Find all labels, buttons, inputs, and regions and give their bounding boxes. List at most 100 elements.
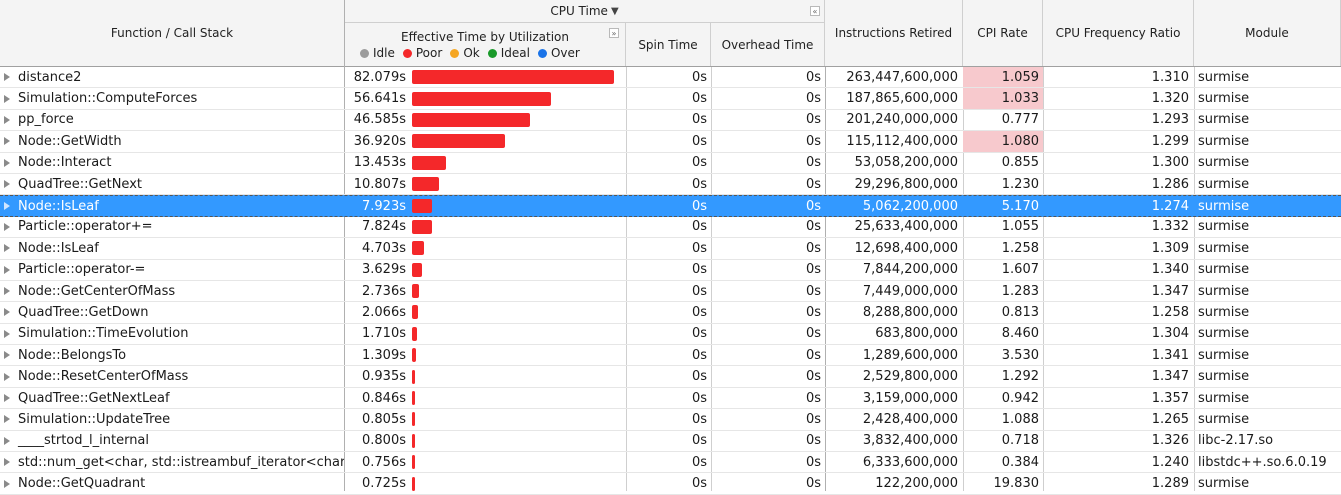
expand-arrow-icon[interactable] bbox=[4, 351, 10, 360]
header-effective-time[interactable]: Effective Time by Utilization » bbox=[345, 23, 626, 67]
function-cell[interactable]: Node::GetCenterOfMass bbox=[0, 281, 344, 301]
table-row[interactable]: Node::GetCenterOfMass 2.736s 0s 0s 7,449… bbox=[0, 281, 1341, 303]
overhead-time-cell: 0s bbox=[805, 219, 821, 235]
function-cell[interactable]: Node::BelongsTo bbox=[0, 345, 344, 365]
module-cell: surmise bbox=[1198, 304, 1250, 320]
utilization-bar bbox=[412, 262, 422, 277]
expand-arrow-icon[interactable] bbox=[4, 94, 10, 103]
table-row[interactable]: Simulation::UpdateTree 0.805s 0s 0s 2,42… bbox=[0, 409, 1341, 431]
header-cpi-rate[interactable]: CPI Rate bbox=[963, 0, 1043, 67]
table-row[interactable]: QuadTree::GetNext 10.807s 0s 0s 29,296,8… bbox=[0, 174, 1341, 196]
expand-arrow-icon[interactable] bbox=[4, 137, 10, 146]
table-row[interactable]: Node::GetQuadrant 0.725s 0s 0s 122,200,0… bbox=[0, 473, 1341, 495]
expand-arrow-icon[interactable] bbox=[4, 329, 10, 338]
cpi-rate-cell: 1.607 bbox=[1001, 262, 1039, 278]
table-row[interactable]: Node::IsLeaf 4.703s 0s 0s 12,698,400,000… bbox=[0, 238, 1341, 260]
spin-time-cell: 0s bbox=[691, 262, 707, 278]
function-cell[interactable]: QuadTree::GetNextLeaf bbox=[0, 388, 344, 408]
function-cell[interactable]: Node::ResetCenterOfMass bbox=[0, 366, 344, 386]
expand-arrow-icon[interactable] bbox=[4, 372, 10, 381]
expand-arrow-icon[interactable] bbox=[4, 158, 10, 167]
expand-arrow-icon[interactable] bbox=[4, 115, 10, 124]
table-row[interactable]: ____strtod_l_internal 0.800s 0s 0s 3,832… bbox=[0, 431, 1341, 453]
module-cell: surmise bbox=[1198, 476, 1250, 492]
table-row[interactable]: Node::Interact 13.453s 0s 0s 53,058,200,… bbox=[0, 153, 1341, 174]
expand-arrow-icon[interactable] bbox=[4, 394, 10, 403]
utilization-bar-cell bbox=[412, 196, 626, 215]
function-cell[interactable]: Particle::operator+= bbox=[0, 217, 344, 237]
table-row[interactable]: Simulation::TimeEvolution 1.710s 0s 0s 6… bbox=[0, 324, 1341, 346]
expand-arrow-icon[interactable] bbox=[4, 73, 10, 82]
table-row[interactable]: QuadTree::GetDown 2.066s 0s 0s 8,288,800… bbox=[0, 302, 1341, 324]
function-cell[interactable]: Simulation::ComputeForces bbox=[0, 88, 344, 108]
collapse-column-group-icon[interactable]: « bbox=[810, 6, 820, 16]
table-row[interactable]: Particle::operator+= 7.824s 0s 0s 25,633… bbox=[0, 217, 1341, 239]
function-cell[interactable]: pp_force bbox=[0, 110, 344, 130]
cpi-rate-cell: 1.059 bbox=[963, 67, 1043, 88]
function-cell[interactable]: Simulation::UpdateTree bbox=[0, 409, 344, 429]
expand-arrow-icon[interactable] bbox=[4, 436, 10, 445]
instructions-retired-cell: 683,800,000 bbox=[875, 326, 958, 342]
header-cpu-frequency-ratio-label: CPU Frequency Ratio bbox=[1055, 26, 1181, 40]
function-cell[interactable]: Node::Interact bbox=[0, 153, 344, 173]
table-row[interactable]: distance2 82.079s 0s 0s 263,447,600,000 … bbox=[0, 67, 1341, 89]
expand-arrow-icon[interactable] bbox=[4, 202, 10, 211]
instructions-retired-cell: 53,058,200,000 bbox=[854, 155, 958, 171]
table-row[interactable]: Simulation::ComputeForces 56.641s 0s 0s … bbox=[0, 88, 1341, 110]
legend-ok-label: Ok bbox=[463, 46, 480, 60]
module-cell: surmise bbox=[1198, 219, 1250, 235]
function-name: Node::ResetCenterOfMass bbox=[18, 369, 189, 385]
expand-column-icon[interactable]: » bbox=[609, 28, 619, 38]
table-row[interactable]: Node::ResetCenterOfMass 0.935s 0s 0s 2,5… bbox=[0, 366, 1341, 388]
function-cell[interactable]: std::num_get<char, std::istreambuf_itera… bbox=[0, 452, 344, 472]
effective-time-cell: 3.629s bbox=[362, 262, 406, 278]
function-cell[interactable]: distance2 bbox=[0, 67, 344, 87]
expand-arrow-icon[interactable] bbox=[4, 222, 10, 231]
function-cell[interactable]: QuadTree::GetDown bbox=[0, 302, 344, 322]
header-instructions-retired[interactable]: Instructions Retired bbox=[825, 0, 963, 67]
function-cell[interactable]: Node::IsLeaf bbox=[0, 196, 344, 215]
expand-arrow-icon[interactable] bbox=[4, 458, 10, 467]
header-overhead-time[interactable]: Overhead Time bbox=[711, 23, 825, 67]
spin-time-cell: 0s bbox=[691, 369, 707, 385]
function-cell[interactable]: ____strtod_l_internal bbox=[0, 431, 344, 451]
module-cell: surmise bbox=[1198, 240, 1250, 256]
function-cell[interactable]: Node::GetQuadrant bbox=[0, 473, 344, 493]
table-row[interactable]: Node::GetWidth 36.920s 0s 0s 115,112,400… bbox=[0, 131, 1341, 153]
table-row[interactable]: Particle::operator-= 3.629s 0s 0s 7,844,… bbox=[0, 260, 1341, 281]
spin-time-cell: 0s bbox=[691, 133, 707, 149]
expand-arrow-icon[interactable] bbox=[4, 244, 10, 253]
instructions-retired-cell: 187,865,600,000 bbox=[846, 91, 958, 107]
instructions-retired-cell: 115,112,400,000 bbox=[846, 133, 958, 149]
header-cpu-time[interactable]: CPU Time ▼ « bbox=[345, 0, 825, 23]
legend-ideal: Ideal bbox=[487, 46, 530, 60]
function-cell[interactable]: Particle::operator-= bbox=[0, 260, 344, 280]
table-row[interactable]: Node::BelongsTo 1.309s 0s 0s 1,289,600,0… bbox=[0, 345, 1341, 367]
function-cell[interactable]: Node::GetWidth bbox=[0, 131, 344, 151]
header-spin-time[interactable]: Spin Time bbox=[626, 23, 711, 67]
expand-arrow-icon[interactable] bbox=[4, 415, 10, 424]
expand-arrow-icon[interactable] bbox=[4, 308, 10, 317]
sort-descending-icon[interactable]: ▼ bbox=[610, 5, 619, 17]
expand-arrow-icon[interactable] bbox=[4, 287, 10, 296]
header-module[interactable]: Module bbox=[1194, 0, 1341, 67]
expand-arrow-icon[interactable] bbox=[4, 180, 10, 189]
utilization-bar-cell bbox=[412, 153, 626, 173]
function-name: ____strtod_l_internal bbox=[18, 433, 150, 449]
expand-arrow-icon[interactable] bbox=[4, 479, 10, 488]
header-overhead-time-label: Overhead Time bbox=[721, 37, 814, 52]
header-function-call-stack[interactable]: Function / Call Stack bbox=[0, 0, 345, 67]
instructions-retired-cell: 1,289,600,000 bbox=[862, 347, 958, 363]
table-row[interactable]: std::num_get<char, std::istreambuf_itera… bbox=[0, 452, 1341, 474]
function-cell[interactable]: Simulation::TimeEvolution bbox=[0, 324, 344, 344]
function-cell[interactable]: QuadTree::GetNext bbox=[0, 174, 344, 194]
table-row[interactable]: Node::IsLeaf 7.923s 0s 0s 5,062,200,000 … bbox=[0, 195, 1341, 217]
table-row[interactable]: pp_force 46.585s 0s 0s 201,240,000,000 0… bbox=[0, 110, 1341, 132]
ideal-dot-icon bbox=[487, 48, 497, 58]
cpi-rate-cell: 1.258 bbox=[1001, 240, 1039, 256]
function-cell[interactable]: Node::IsLeaf bbox=[0, 238, 344, 258]
spin-time-cell: 0s bbox=[691, 411, 707, 427]
header-cpu-frequency-ratio[interactable]: CPU Frequency Ratio bbox=[1043, 0, 1194, 67]
expand-arrow-icon[interactable] bbox=[4, 265, 10, 274]
table-row[interactable]: QuadTree::GetNextLeaf 0.846s 0s 0s 3,159… bbox=[0, 388, 1341, 410]
